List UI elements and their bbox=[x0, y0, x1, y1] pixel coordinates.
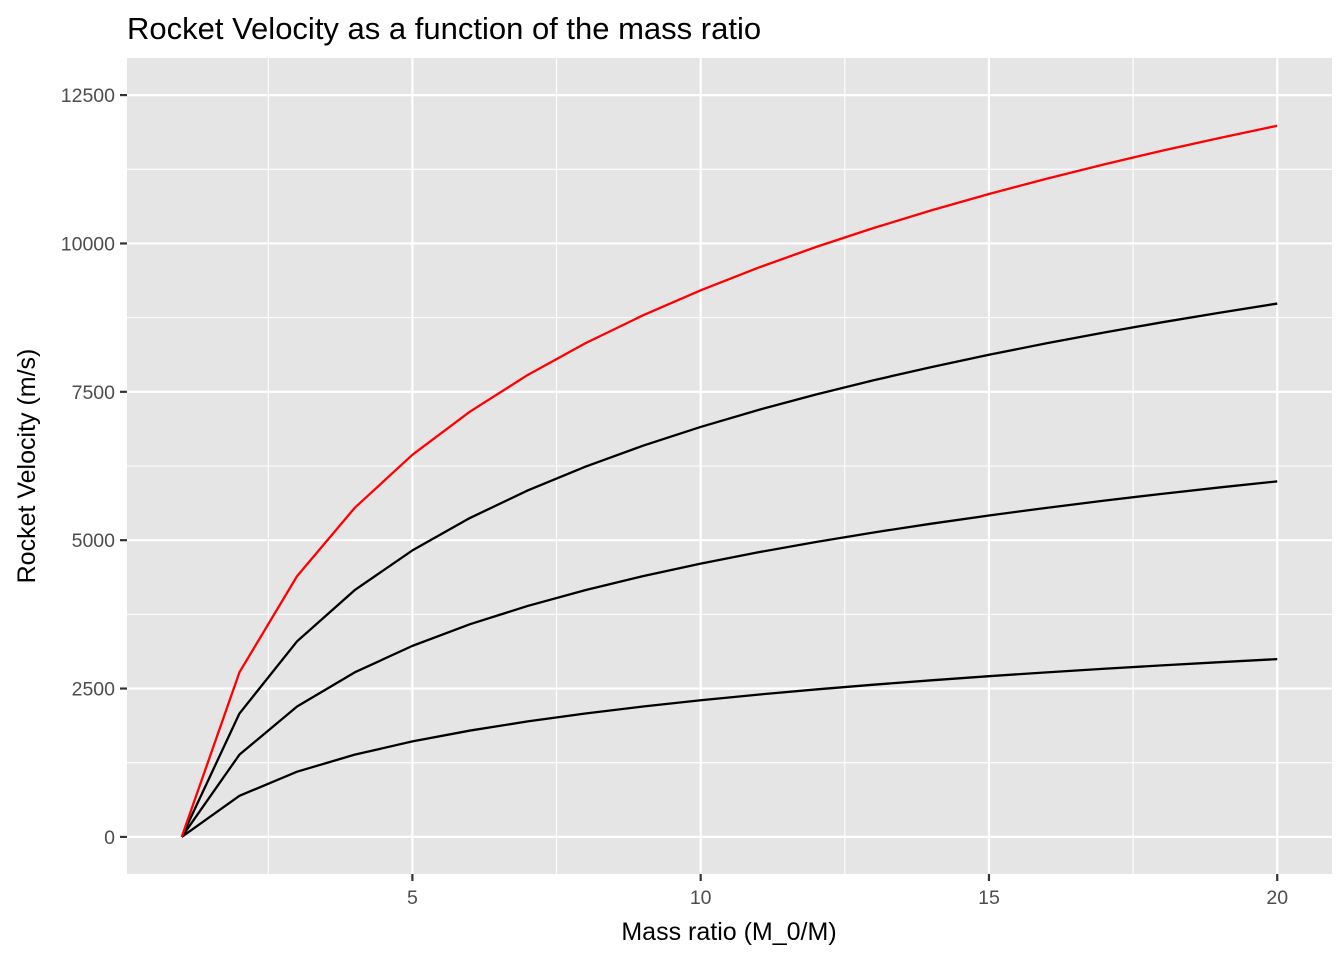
series-line-2 bbox=[180, 480, 1278, 838]
x-tick-label: 5 bbox=[407, 887, 418, 909]
y-tick-label: 10000 bbox=[61, 233, 115, 255]
x-tick-label: 20 bbox=[1266, 887, 1288, 909]
y-axis-title: Rocket Velocity (m/s) bbox=[13, 349, 41, 584]
y-axis: 0 2500 5000 7500 10000 12500 bbox=[61, 85, 127, 849]
x-axis-title: Mass ratio (M_0/M) bbox=[621, 918, 836, 946]
series-line-4 bbox=[180, 124, 1278, 838]
x-axis: 5 10 15 20 bbox=[407, 874, 1288, 909]
minor-gridlines bbox=[127, 58, 1332, 874]
y-tick-label: 2500 bbox=[72, 679, 116, 701]
y-tick-label: 0 bbox=[104, 827, 115, 849]
series-line-1 bbox=[181, 657, 1278, 838]
y-tick-label: 12500 bbox=[61, 85, 115, 107]
series-line-3 bbox=[180, 302, 1278, 838]
chart-title: Rocket Velocity as a function of the mas… bbox=[127, 11, 761, 46]
x-tick-label: 15 bbox=[978, 887, 1000, 909]
x-tick-label: 10 bbox=[690, 887, 712, 909]
series-lines bbox=[180, 124, 1278, 838]
y-tick-label: 7500 bbox=[72, 382, 116, 404]
y-tick-label: 5000 bbox=[72, 530, 116, 552]
